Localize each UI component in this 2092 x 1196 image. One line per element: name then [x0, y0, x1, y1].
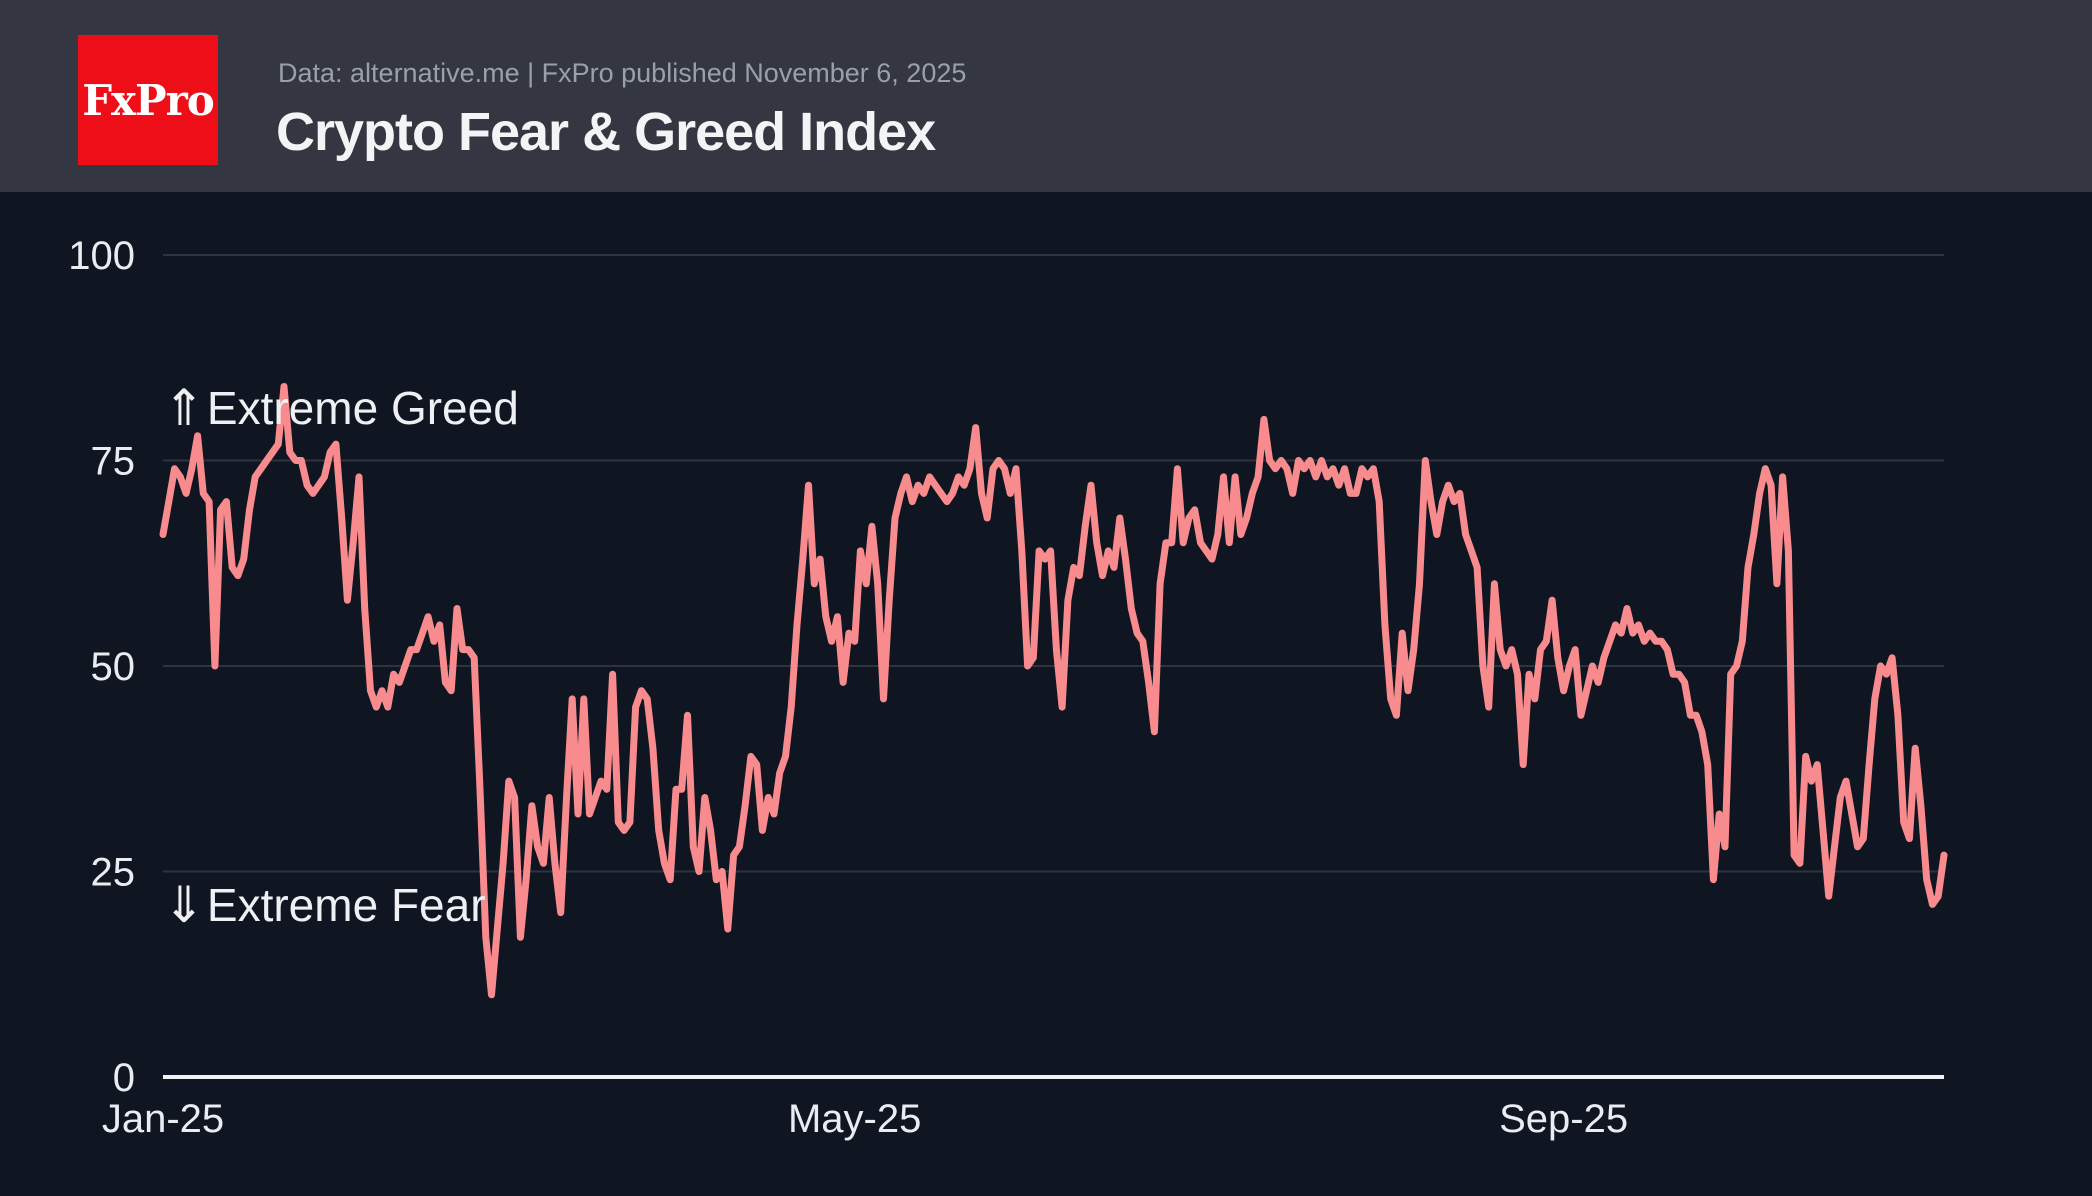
y-tick-label-75: 75 — [91, 440, 136, 484]
up-arrow-icon: ⇑ — [163, 379, 205, 437]
extreme-fear-label: Extreme Fear — [206, 879, 486, 931]
x-tick-label-Jan-25: Jan-25 — [102, 1097, 224, 1141]
x-tick-label-May-25: May-25 — [788, 1097, 921, 1141]
header-bar: FxPro Data: alternative.me | FxPro publi… — [0, 0, 2092, 192]
y-tick-label-0: 0 — [113, 1056, 135, 1100]
index-line — [159, 383, 1948, 999]
chart-area: 0 25 50 75 100 Jan-25 May-25 Sep-25 ⇑ Extreme G… — [0, 192, 2092, 1196]
fxpro-logo-text: FxPro — [82, 75, 215, 125]
fxpro-logo: FxPro — [78, 35, 218, 165]
down-arrow-icon: ⇓ — [163, 876, 205, 934]
y-tick-label-25: 25 — [91, 851, 136, 895]
extreme-greed-annotation: ⇑ Extreme Greed — [163, 380, 519, 436]
y-tick-label-100: 100 — [68, 234, 135, 278]
page-title: Crypto Fear & Greed Index — [276, 102, 936, 162]
extreme-greed-label: Extreme Greed — [206, 382, 519, 434]
source-line: Data: alternative.me | FxPro published N… — [278, 58, 967, 88]
extreme-fear-annotation: ⇓ Extreme Fear — [163, 877, 486, 933]
x-tick-label-Sep-25: Sep-25 — [1499, 1097, 1628, 1141]
y-tick-label-50: 50 — [91, 645, 136, 689]
